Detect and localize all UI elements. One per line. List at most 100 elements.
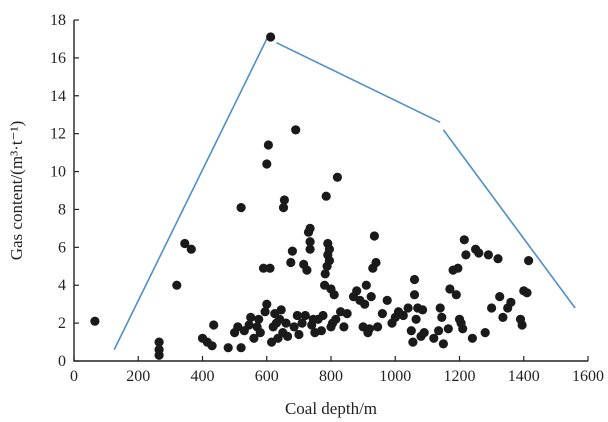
data-point	[406, 326, 416, 336]
y-tick-label: 6	[58, 239, 66, 256]
data-point	[246, 312, 256, 322]
y-tick-label: 12	[50, 126, 66, 143]
data-point	[419, 328, 429, 338]
data-point	[283, 331, 293, 341]
data-point	[373, 322, 383, 332]
x-tick-label: 1200	[444, 368, 476, 385]
data-point	[493, 254, 503, 264]
data-point	[281, 318, 291, 328]
data-point	[377, 309, 387, 319]
data-point	[398, 310, 408, 321]
data-point	[522, 288, 532, 298]
data-point	[316, 326, 326, 336]
data-point	[262, 159, 272, 169]
data-point	[329, 290, 339, 300]
data-point	[498, 312, 508, 322]
data-point	[458, 324, 468, 334]
data-point	[339, 322, 349, 332]
envelope-line-1	[113, 38, 268, 350]
data-point	[324, 244, 334, 254]
data-point	[321, 191, 331, 201]
axes: 0 200 400 600 800 1000 1200 1400 1600 0 2 4 6 8 10 12 14…	[50, 12, 604, 385]
data-point	[331, 314, 341, 324]
data-point	[435, 303, 445, 313]
data-point	[292, 310, 302, 321]
data-point	[461, 250, 471, 260]
data-point	[443, 324, 453, 334]
data-point	[487, 303, 497, 313]
x-tick-label: 1400	[508, 368, 540, 385]
data-point	[279, 195, 289, 205]
data-point	[236, 343, 246, 353]
y-tick-label: 8	[58, 201, 66, 218]
data-point	[467, 333, 477, 343]
data-point	[408, 337, 418, 347]
envelope-layer	[113, 38, 576, 350]
data-point	[445, 284, 455, 294]
data-point	[418, 305, 428, 315]
data-point	[409, 290, 420, 300]
points-layer	[90, 32, 534, 360]
x-axis-title: Coal depth/m	[285, 399, 377, 418]
data-point	[305, 223, 315, 233]
y-tick-label: 14	[50, 88, 66, 105]
data-point	[260, 307, 270, 317]
y-tick-label: 16	[50, 50, 66, 67]
data-point	[366, 292, 376, 302]
data-point	[236, 203, 246, 213]
data-point	[263, 140, 273, 150]
data-point	[276, 305, 286, 315]
x-tick-label: 0	[70, 368, 78, 385]
data-point	[524, 256, 534, 266]
data-point	[249, 333, 259, 343]
data-point	[342, 309, 352, 319]
data-point	[297, 318, 307, 328]
x-tick-label: 1600	[572, 368, 604, 385]
data-point	[352, 286, 362, 296]
data-point	[172, 280, 182, 290]
data-point	[154, 350, 164, 360]
data-point	[369, 231, 379, 241]
data-point	[371, 257, 381, 268]
envelope-line-3	[442, 129, 576, 309]
data-point	[258, 263, 269, 273]
data-point	[429, 333, 439, 343]
data-point	[180, 238, 190, 249]
data-point	[305, 237, 315, 247]
data-point	[90, 316, 100, 326]
data-point	[305, 244, 315, 254]
data-point	[262, 299, 272, 309]
data-point	[474, 248, 484, 258]
data-point	[318, 310, 328, 321]
data-point	[364, 324, 375, 334]
data-point	[483, 250, 493, 260]
data-point	[411, 314, 421, 324]
data-point	[324, 256, 334, 266]
data-point	[517, 320, 527, 330]
data-point	[154, 337, 164, 347]
x-tick-label: 200	[126, 368, 150, 385]
data-point	[453, 263, 463, 273]
data-point	[459, 235, 469, 245]
data-point	[254, 314, 264, 324]
data-point	[289, 322, 299, 332]
data-point	[300, 310, 310, 321]
data-point	[403, 303, 413, 313]
data-point	[438, 339, 448, 349]
data-point	[286, 257, 296, 268]
y-tick-label: 18	[50, 12, 66, 29]
data-point	[255, 328, 265, 338]
data-point	[209, 320, 219, 330]
data-point	[291, 125, 301, 135]
x-tick-label: 800	[319, 368, 343, 385]
data-point	[332, 172, 342, 182]
x-tick-label: 400	[191, 368, 215, 385]
data-point	[495, 292, 505, 302]
data-point	[382, 295, 392, 305]
y-axis-title: Gas content/(m³·t⁻¹)	[7, 121, 26, 261]
data-point	[320, 269, 330, 279]
x-tick-label: 1000	[379, 368, 411, 385]
data-point	[361, 280, 371, 290]
data-point	[287, 246, 297, 256]
